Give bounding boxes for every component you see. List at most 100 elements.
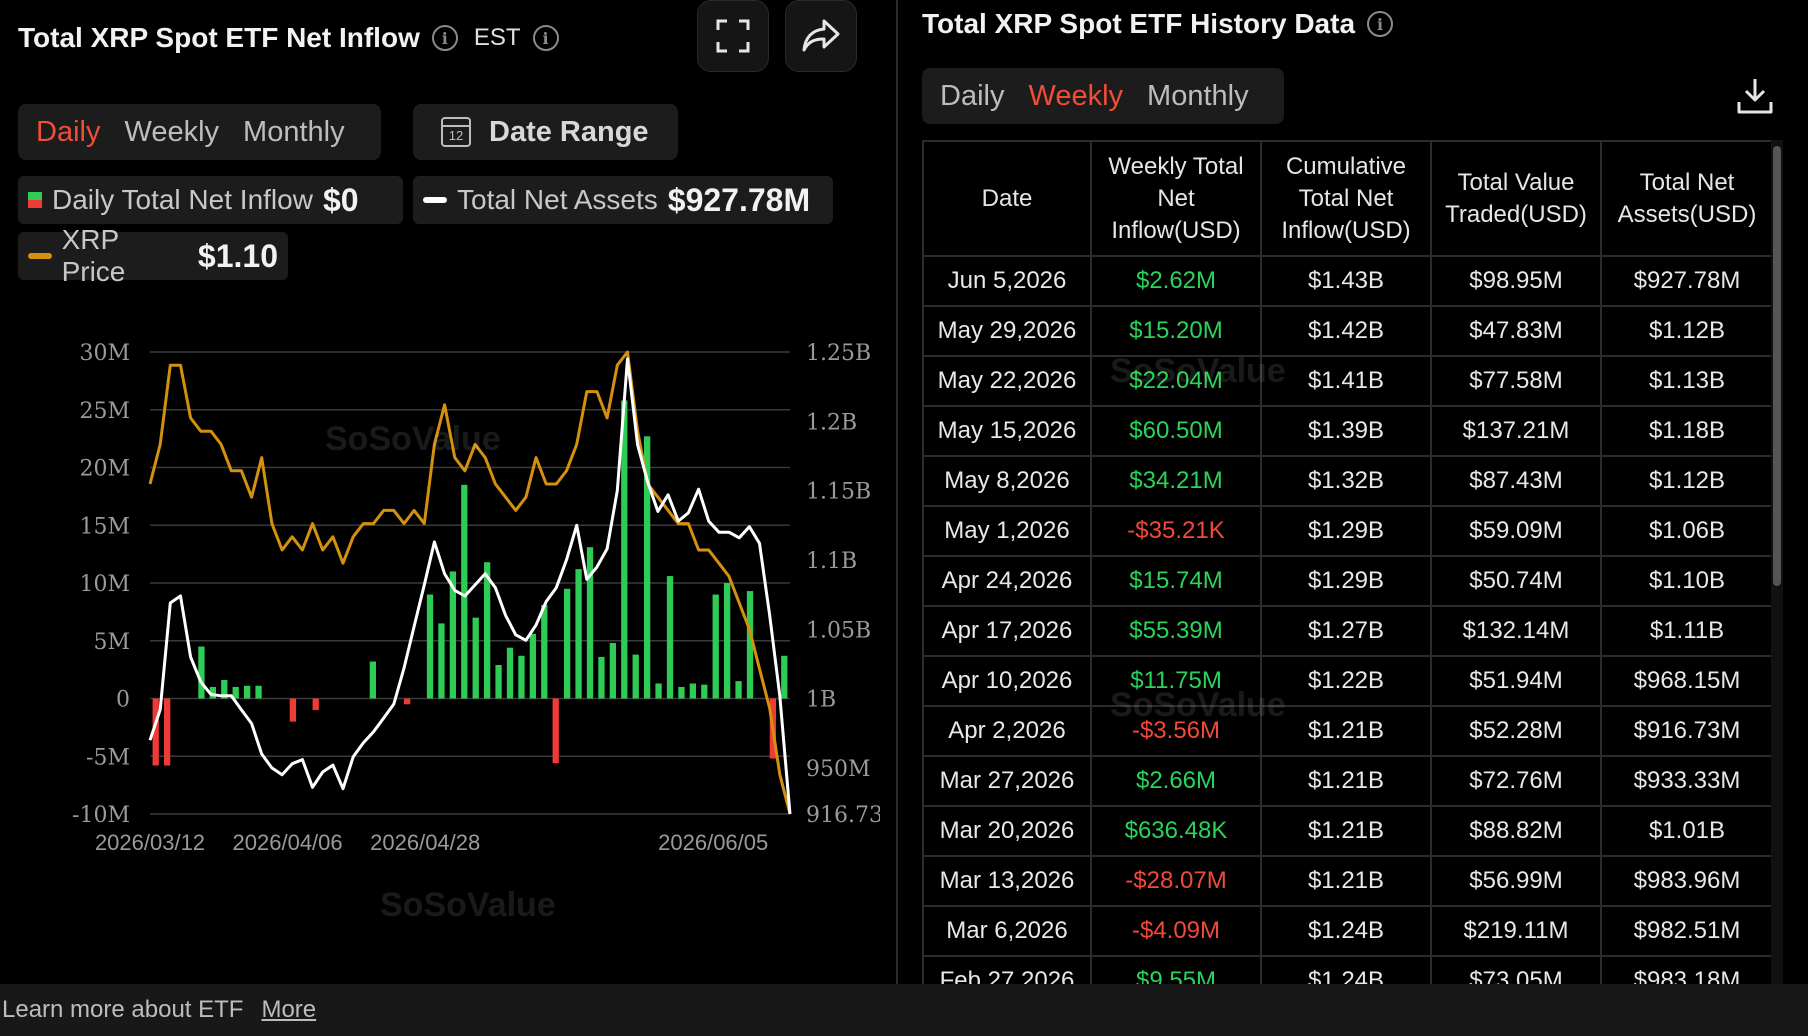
net-inflow-panel: Total XRP Spot ETF Net Inflow i EST i Da… bbox=[0, 0, 896, 984]
cell-cumulative-inflow: $1.21B bbox=[1260, 805, 1432, 857]
legend-daily-inflow-label: Daily Total Net Inflow bbox=[52, 184, 313, 215]
table-row[interactable]: Apr 10,2026 $11.75M $1.22B $51.94M $968.15M bbox=[922, 655, 1772, 707]
column-header-date[interactable]: Date bbox=[922, 140, 1092, 257]
y-right-tick-label: 1.15B bbox=[806, 480, 871, 505]
chart-title: Total XRP Spot ETF Net Inflow bbox=[18, 22, 420, 53]
inflow-bar bbox=[678, 686, 685, 699]
cell-value-traded: $73.05M bbox=[1430, 955, 1602, 984]
price-swatch bbox=[28, 253, 52, 259]
inflow-bar bbox=[518, 655, 525, 699]
tab-daily[interactable]: Daily bbox=[36, 115, 101, 148]
table-row[interactable]: Feb 27,2026 $9.55M $1.24B $73.05M $983.18M bbox=[922, 955, 1772, 984]
history-table-container[interactable]: Date Weekly Total Net Inflow(USD) Cumula… bbox=[922, 140, 1772, 984]
cell-value-traded: $137.21M bbox=[1430, 405, 1602, 457]
cell-value-traded: $132.14M bbox=[1430, 605, 1602, 657]
history-data-panel: Total XRP Spot ETF History Data i Daily … bbox=[920, 0, 1808, 984]
y-left-tick-label: 0 bbox=[116, 688, 130, 713]
cell-cumulative-inflow: $1.29B bbox=[1260, 505, 1432, 557]
tab-monthly[interactable]: Monthly bbox=[1147, 79, 1249, 112]
inflow-bar bbox=[244, 685, 251, 699]
share-button[interactable] bbox=[785, 0, 857, 72]
inflow-bar bbox=[735, 681, 742, 699]
cell-value-traded: $87.43M bbox=[1430, 455, 1602, 507]
inflow-bar bbox=[781, 655, 788, 699]
table-row[interactable]: May 8,2026 $34.21M $1.32B $87.43M $1.12B bbox=[922, 455, 1772, 507]
column-header-weekly-inflow[interactable]: Weekly Total Net Inflow(USD) bbox=[1090, 140, 1262, 257]
cell-net-assets: $1.01B bbox=[1600, 805, 1772, 857]
table-row[interactable]: May 15,2026 $60.50M $1.39B $137.21M $1.18B bbox=[922, 405, 1772, 457]
table-scrollbar-thumb[interactable] bbox=[1773, 146, 1781, 586]
footer-bar: Learn more about ETF More bbox=[0, 984, 1808, 1036]
y-left-tick-label: 20M bbox=[79, 457, 130, 482]
tab-weekly[interactable]: Weekly bbox=[124, 115, 220, 148]
info-icon[interactable]: i bbox=[1367, 11, 1394, 37]
cell-weekly-inflow: $2.66M bbox=[1090, 755, 1262, 807]
column-header-value-traded[interactable]: Total Value Traded(USD) bbox=[1430, 140, 1602, 257]
cell-date: Apr 17,2026 bbox=[922, 605, 1092, 657]
tab-weekly[interactable]: Weekly bbox=[1028, 79, 1124, 112]
timezone-info-icon[interactable]: i bbox=[532, 25, 559, 51]
y-left-tick-label: 5M bbox=[93, 630, 130, 655]
table-row[interactable]: May 29,2026 $15.20M $1.42B $47.83M $1.12B bbox=[922, 305, 1772, 357]
table-row[interactable]: Apr 17,2026 $55.39M $1.27B $132.14M $1.11B bbox=[922, 605, 1772, 657]
cell-weekly-inflow: $15.20M bbox=[1090, 305, 1262, 357]
fullscreen-button[interactable] bbox=[697, 0, 769, 72]
inflow-bar bbox=[529, 633, 536, 699]
y-left-tick-label: 10M bbox=[79, 572, 130, 597]
net-inflow-chart[interactable]: 30M 25M 20M 15M 10M 5M 0 -5M -10M 1.25B 1.2B 1.15B 1… bbox=[0, 330, 880, 980]
inflow-bar bbox=[712, 594, 719, 699]
table-row[interactable]: May 1,2026 -$35.21K $1.29B $59.09M $1.06B bbox=[922, 505, 1772, 557]
cell-value-traded: $59.09M bbox=[1430, 505, 1602, 557]
cell-weekly-inflow: -$28.07M bbox=[1090, 855, 1262, 907]
legend-xrp-price[interactable]: XRP Price $1.10 bbox=[18, 224, 288, 287]
cell-cumulative-inflow: $1.39B bbox=[1260, 405, 1432, 457]
cell-date: May 15,2026 bbox=[922, 405, 1092, 457]
tab-daily[interactable]: Daily bbox=[940, 79, 1005, 112]
cell-cumulative-inflow: $1.24B bbox=[1260, 905, 1432, 957]
cell-value-traded: $56.99M bbox=[1430, 855, 1602, 907]
more-link[interactable]: More bbox=[261, 996, 317, 1023]
legend-xrp-price-value: $1.10 bbox=[197, 237, 278, 274]
table-row[interactable]: Mar 13,2026 -$28.07M $1.21B $56.99M $983.96M bbox=[922, 855, 1772, 907]
cell-net-assets: $968.15M bbox=[1600, 655, 1772, 707]
history-interval-tabs: Daily Weekly Monthly bbox=[922, 68, 1284, 124]
download-icon[interactable] bbox=[1735, 76, 1775, 116]
history-title: Total XRP Spot ETF History Data bbox=[922, 8, 1356, 39]
cell-value-traded: $98.95M bbox=[1430, 255, 1602, 307]
cell-date: May 8,2026 bbox=[922, 455, 1092, 507]
cell-weekly-inflow: $2.62M bbox=[1090, 255, 1262, 307]
table-row[interactable]: Mar 6,2026 -$4.09M $1.24B $219.11M $982.51M bbox=[922, 905, 1772, 957]
table-row[interactable]: Mar 20,2026 $636.48K $1.21B $88.82M $1.01B bbox=[922, 805, 1772, 857]
table-row[interactable]: May 22,2026 $22.04M $1.41B $77.58M $1.13B bbox=[922, 355, 1772, 407]
cell-weekly-inflow: -$35.21K bbox=[1090, 505, 1262, 557]
inflow-bar bbox=[506, 647, 514, 699]
y-left-tick-label: 15M bbox=[79, 514, 130, 539]
timezone-label: EST bbox=[473, 24, 521, 51]
table-row[interactable]: Jun 5,2026 $2.62M $1.43B $98.95M $927.78M bbox=[922, 255, 1772, 307]
cell-date: Feb 27,2026 bbox=[922, 955, 1092, 984]
cell-cumulative-inflow: $1.27B bbox=[1260, 605, 1432, 657]
net-assets-line bbox=[148, 357, 792, 815]
column-header-cumulative-inflow[interactable]: Cumulative Total Net Inflow(USD) bbox=[1260, 140, 1432, 257]
cell-net-assets: $982.51M bbox=[1600, 905, 1772, 957]
inflow-bar bbox=[564, 588, 571, 699]
cell-date: Mar 13,2026 bbox=[922, 855, 1092, 907]
table-row[interactable]: Mar 27,2026 $2.66M $1.21B $72.76M $933.33M bbox=[922, 755, 1772, 807]
legend-net-assets-label: Total Net Assets bbox=[457, 184, 658, 215]
cell-value-traded: $47.83M bbox=[1430, 305, 1602, 357]
cell-net-assets: $927.78M bbox=[1600, 255, 1772, 307]
tab-monthly[interactable]: Monthly bbox=[243, 115, 345, 148]
info-icon[interactable]: i bbox=[431, 25, 458, 51]
legend-net-assets[interactable]: Total Net Assets $927.78M bbox=[413, 176, 833, 224]
legend-daily-inflow[interactable]: Daily Total Net Inflow $0 bbox=[18, 176, 403, 224]
date-range-button[interactable]: 12 Date Range bbox=[413, 104, 678, 160]
cell-date: May 22,2026 bbox=[922, 355, 1092, 407]
inflow-swatch bbox=[28, 192, 42, 208]
table-row[interactable]: Apr 2,2026 -$3.56M $1.21B $52.28M $916.73M bbox=[922, 705, 1772, 757]
column-header-net-assets[interactable]: Total Net Assets(USD) bbox=[1600, 140, 1772, 257]
cell-net-assets: $1.12B bbox=[1600, 305, 1772, 357]
cell-date: Mar 27,2026 bbox=[922, 755, 1092, 807]
y-right-tick-label: 1.05B bbox=[806, 618, 871, 643]
cell-date: Jun 5,2026 bbox=[922, 255, 1092, 307]
table-row[interactable]: Apr 24,2026 $15.74M $1.29B $50.74M $1.10B bbox=[922, 555, 1772, 607]
